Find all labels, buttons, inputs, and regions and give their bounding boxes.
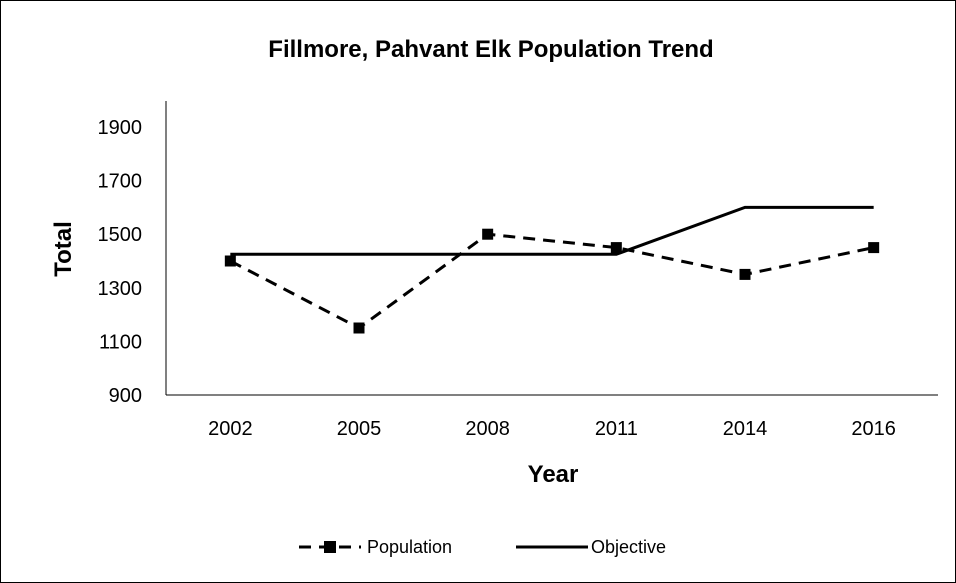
- y-tick-label: 900: [109, 385, 142, 407]
- chart-title: Fillmore, Pahvant Elk Population Trend: [268, 36, 713, 63]
- y-tick-label: 1700: [98, 171, 143, 193]
- data-point-population: [224, 255, 236, 267]
- series-line-objective: [230, 205, 874, 256]
- x-tick-label: 2008: [465, 418, 510, 440]
- data-point-population: [353, 322, 365, 334]
- data-point-population: [482, 228, 494, 240]
- y-tick-label: 1100: [99, 331, 142, 353]
- y-axis-title: Total: [50, 221, 77, 277]
- x-tick-label: 2011: [595, 418, 638, 440]
- y-tick-label: 1300: [98, 278, 143, 300]
- legend-marker-population: [324, 541, 336, 553]
- x-tick-label: 2005: [337, 418, 382, 440]
- series-line-population: [229, 232, 874, 330]
- x-axis-title: Year: [528, 461, 579, 488]
- legend: Population Objective: [299, 537, 666, 557]
- data-point-population: [739, 268, 751, 280]
- legend-label-population: Population: [367, 537, 452, 557]
- data-point-population: [868, 242, 880, 254]
- data-point-population: [610, 242, 622, 254]
- legend-label-objective: Objective: [591, 537, 666, 557]
- x-tick-label: 2016: [851, 418, 896, 440]
- y-tick-label: 1900: [98, 117, 143, 139]
- y-tick-label: 1500: [98, 224, 143, 246]
- plot-area: 900 1100 1300 1500 1700 1900 2002 2005 2008 2011 2…: [98, 101, 938, 440]
- x-tick-label: 2014: [723, 418, 768, 440]
- x-tick-label: 2002: [208, 418, 253, 440]
